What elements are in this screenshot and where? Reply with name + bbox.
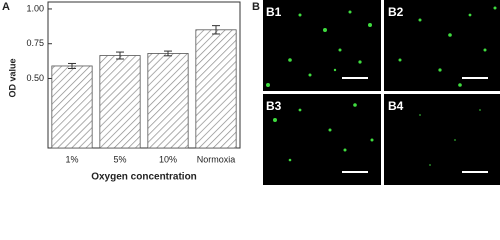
y-axis-label: OD value: [7, 58, 17, 97]
bar: [99, 55, 141, 149]
cells: [266, 6, 497, 166]
x-tick-label: 5%: [113, 154, 126, 164]
micrograph: [263, 94, 381, 185]
page: A B OD value Oxygen concentration B1 B2 …: [0, 0, 500, 185]
bar: [147, 53, 189, 149]
y-tick-label: 0.50: [26, 73, 44, 83]
bar: [51, 65, 93, 149]
image-label: B3: [266, 99, 282, 113]
image-label: B2: [388, 5, 404, 19]
panel-label: A: [2, 1, 10, 13]
image-label: B4: [388, 99, 404, 113]
micrographs: B1 B2 B3 B4: [263, 0, 500, 185]
x-tick-label: 10%: [159, 154, 177, 164]
micrograph: [384, 0, 500, 91]
x-tick-label: 1%: [65, 154, 78, 164]
micrograph: [263, 0, 381, 91]
x-tick-label: Normoxia: [197, 154, 236, 164]
micrograph: [384, 94, 500, 185]
bar: [195, 29, 237, 149]
plot-frame: [47, 1, 241, 149]
y-tick-label: 1.00: [26, 3, 44, 13]
image-label: B1: [266, 5, 282, 19]
panel-label: B: [252, 1, 260, 13]
x-axis-label: Oxygen concentration: [91, 172, 197, 183]
y-tick-label: 0.75: [26, 38, 44, 48]
scale-bars: [342, 77, 488, 173]
figure: A B OD value Oxygen concentration B1 B2 …: [2, 0, 500, 185]
